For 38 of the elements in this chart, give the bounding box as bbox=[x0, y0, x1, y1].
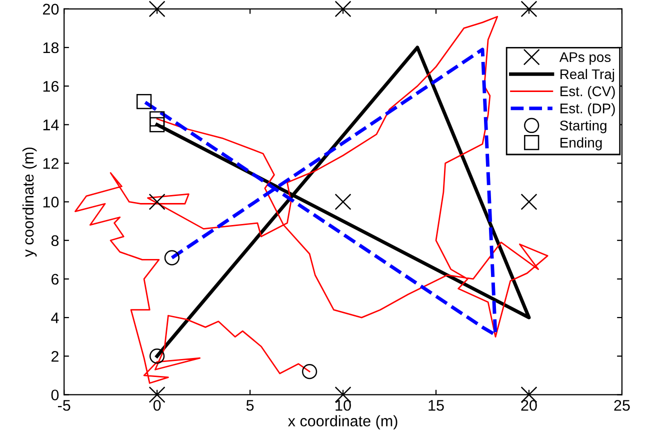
y-tick-label: 6 bbox=[52, 274, 59, 285]
point bbox=[148, 0, 166, 18]
y-tick-label: 4 bbox=[51, 312, 59, 324]
legend-label: Real Traj bbox=[560, 68, 614, 82]
y-tick-label: 20 bbox=[43, 4, 59, 15]
legend-label: Ending bbox=[560, 137, 602, 150]
point bbox=[334, 0, 352, 18]
y-tick-label: 18 bbox=[43, 42, 59, 54]
y-tick-label: 8 bbox=[51, 235, 59, 246]
legend-label: Starting bbox=[560, 120, 606, 134]
legend-label: Est. (CV) bbox=[560, 86, 615, 99]
point bbox=[148, 194, 166, 210]
x-tick-label: 15 bbox=[428, 400, 444, 411]
point bbox=[164, 250, 180, 266]
y-tick-label: 16 bbox=[43, 80, 59, 92]
point bbox=[334, 194, 352, 210]
point bbox=[302, 364, 318, 380]
y-tick-label: 12 bbox=[43, 158, 58, 169]
x-tick-label: 10 bbox=[336, 400, 351, 411]
legend-label: Est. (DP) bbox=[560, 103, 615, 116]
line-series bbox=[74, 16, 548, 384]
y-tick-label: 2 bbox=[52, 351, 58, 362]
point bbox=[520, 0, 538, 18]
y-tick-label: 10 bbox=[43, 196, 59, 208]
x-tick-label: 0 bbox=[153, 400, 161, 411]
x-axis-title: x coordinate (m) bbox=[288, 415, 398, 430]
x-tick-label: 5 bbox=[246, 400, 254, 411]
point bbox=[136, 94, 152, 110]
y-tick-label: 0 bbox=[51, 390, 59, 400]
y-tick-label: 14 bbox=[43, 120, 59, 130]
legend-label: APs pos bbox=[559, 52, 611, 65]
point bbox=[520, 194, 538, 210]
x-tick-label: 25 bbox=[614, 400, 630, 411]
y-axis-title: y coordinate (m) bbox=[22, 148, 37, 257]
point bbox=[150, 117, 165, 132]
point bbox=[150, 348, 165, 364]
x-tick-label: -5 bbox=[58, 400, 70, 411]
point bbox=[150, 111, 165, 126]
